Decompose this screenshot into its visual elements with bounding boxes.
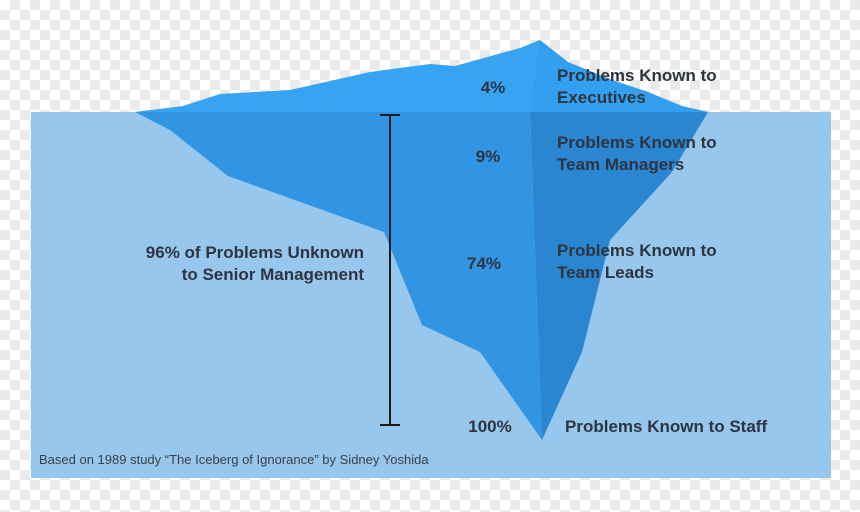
tier-label-executives: Problems Known to Executives (557, 65, 717, 109)
source-caption: Based on 1989 study “The Iceberg of Igno… (39, 452, 429, 467)
iceberg-submerged-side (530, 112, 708, 440)
tier-label-staff-line1: Problems Known to Staff (565, 417, 768, 436)
tier-percent-team-leads: 74% (466, 254, 502, 273)
tier-percent-team-managers: 9% (475, 147, 501, 166)
unknown-label-line1: 96% of Problems Unknown (145, 243, 364, 262)
tier-label-team-managers-line1: Problems Known to (557, 133, 717, 152)
tier-label-team-managers: Problems Known to Team Managers (557, 132, 717, 176)
iceberg-tip-ridge (530, 40, 708, 112)
tier-label-staff: Problems Known to Staff (565, 416, 767, 438)
tier-label-executives-line2: Executives (557, 88, 646, 107)
iceberg-submerged-front (135, 112, 542, 440)
unknown-to-senior-management-label: 96% of Problems Unknown to Senior Manage… (64, 242, 364, 286)
tier-label-executives-line1: Problems Known to (557, 66, 717, 85)
unknown-label-line2: to Senior Management (181, 265, 364, 284)
tier-percent-staff: 100% (468, 417, 512, 436)
tier-label-team-leads-line2: Team Leads (557, 263, 655, 282)
tier-percent-executives: 4% (480, 78, 506, 97)
tier-label-team-leads: Problems Known to Team Leads (557, 240, 717, 284)
tier-label-team-leads-line1: Problems Known to (557, 241, 717, 260)
tier-label-team-managers-line2: Team Managers (557, 155, 685, 174)
